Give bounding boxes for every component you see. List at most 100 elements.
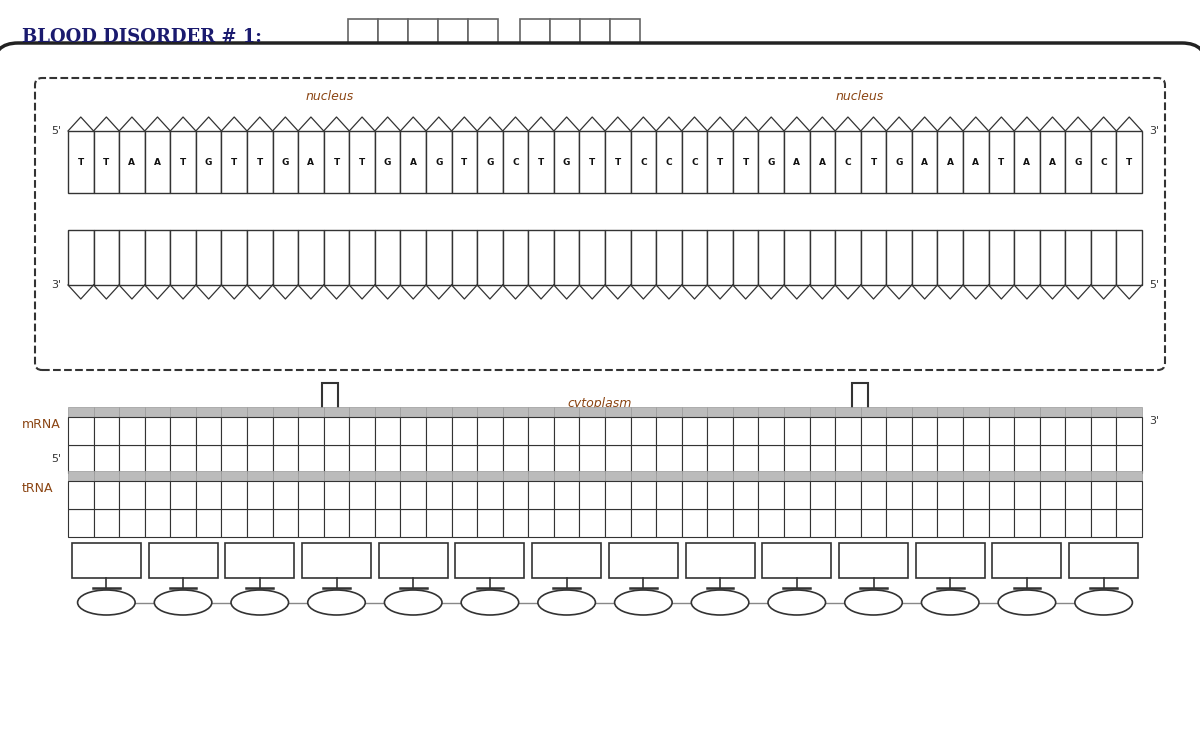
Bar — [1014, 417, 1039, 445]
Bar — [656, 509, 682, 537]
Bar — [784, 481, 810, 509]
Bar — [860, 445, 887, 473]
Text: G: G — [486, 157, 493, 166]
Bar — [707, 471, 733, 481]
Bar — [887, 445, 912, 473]
FancyBboxPatch shape — [35, 78, 1165, 370]
Bar — [196, 407, 222, 417]
Bar — [520, 19, 550, 57]
Bar — [503, 417, 528, 445]
Bar — [451, 131, 478, 193]
Text: T: T — [870, 157, 877, 166]
Bar — [272, 131, 298, 193]
Text: A: A — [947, 157, 954, 166]
Bar — [682, 445, 707, 473]
Bar — [145, 509, 170, 537]
Bar — [784, 445, 810, 473]
Bar — [149, 543, 217, 578]
Bar — [503, 509, 528, 537]
Bar — [580, 230, 605, 239]
Bar — [94, 445, 119, 473]
Bar — [912, 481, 937, 509]
Bar — [682, 417, 707, 445]
Bar — [707, 481, 733, 509]
Bar — [605, 481, 630, 509]
Bar — [401, 230, 426, 285]
Bar — [685, 543, 755, 578]
Bar — [852, 383, 868, 420]
Bar — [170, 407, 196, 417]
Text: nucleus: nucleus — [836, 90, 884, 104]
Bar — [682, 471, 707, 481]
Bar — [451, 407, 478, 417]
Text: T: T — [334, 157, 340, 166]
Bar — [605, 471, 630, 481]
Bar — [605, 131, 630, 193]
Bar — [119, 230, 145, 285]
Bar — [758, 230, 784, 285]
Bar — [733, 230, 758, 239]
Bar — [605, 230, 630, 239]
Text: A: A — [793, 157, 800, 166]
Bar — [1116, 509, 1142, 537]
Text: A: A — [154, 157, 161, 166]
Bar — [94, 230, 119, 239]
Text: G: G — [282, 157, 289, 166]
Text: C: C — [691, 157, 698, 166]
Bar — [656, 417, 682, 445]
Bar — [784, 417, 810, 445]
Bar — [605, 417, 630, 445]
Bar — [451, 481, 478, 509]
Bar — [784, 230, 810, 239]
Text: T: T — [589, 157, 595, 166]
Bar — [401, 509, 426, 537]
Bar — [937, 131, 962, 193]
Bar — [247, 230, 272, 285]
Bar — [528, 509, 554, 537]
Bar — [1014, 131, 1039, 193]
Bar — [835, 230, 860, 285]
Bar — [298, 407, 324, 417]
Bar — [1069, 543, 1138, 578]
Bar — [222, 481, 247, 509]
Ellipse shape — [78, 590, 136, 615]
Bar — [145, 230, 170, 239]
Bar — [298, 445, 324, 473]
Bar — [630, 481, 656, 509]
Bar — [1091, 407, 1116, 417]
Bar — [374, 445, 401, 473]
Bar — [1091, 481, 1116, 509]
Bar — [937, 509, 962, 537]
Bar — [247, 471, 272, 481]
Bar — [72, 543, 140, 578]
Bar — [656, 407, 682, 417]
Bar — [451, 509, 478, 537]
Bar — [272, 230, 298, 285]
Bar — [733, 509, 758, 537]
Bar — [887, 471, 912, 481]
Bar — [682, 230, 707, 285]
Bar — [503, 445, 528, 473]
Bar — [478, 230, 503, 239]
Text: BLOOD DISORDER # 1:: BLOOD DISORDER # 1: — [22, 28, 262, 46]
Bar — [456, 543, 524, 578]
Bar — [451, 230, 478, 239]
Bar — [580, 230, 605, 285]
Bar — [528, 230, 554, 285]
Bar — [145, 131, 170, 193]
Bar — [401, 481, 426, 509]
Bar — [68, 230, 94, 285]
Bar — [630, 471, 656, 481]
Bar — [964, 481, 989, 509]
Bar — [298, 481, 324, 509]
Bar — [887, 230, 912, 285]
Bar — [656, 445, 682, 473]
Bar — [451, 417, 478, 445]
Bar — [94, 481, 119, 509]
Bar — [528, 230, 554, 239]
Bar — [554, 481, 580, 509]
Bar — [682, 230, 707, 239]
Bar — [68, 471, 94, 481]
Bar — [196, 417, 222, 445]
Bar — [733, 230, 758, 285]
